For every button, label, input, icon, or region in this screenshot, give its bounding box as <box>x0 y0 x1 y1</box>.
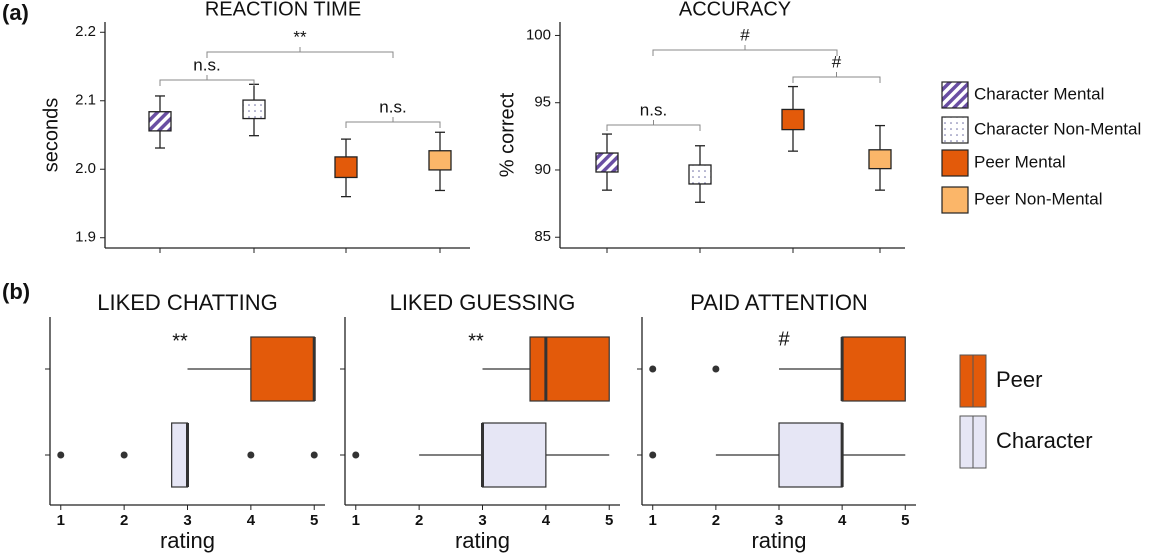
bracket <box>206 47 394 58</box>
chart-title: ACCURACY <box>679 0 791 20</box>
bracket <box>159 75 255 86</box>
panel-label: (a) <box>2 0 29 25</box>
y-tick-label: 2.0 <box>75 160 96 177</box>
annotation: # <box>832 52 842 71</box>
x-tick-label: 3 <box>478 512 486 529</box>
annotation: ** <box>172 330 188 352</box>
y-tick-label: 85 <box>534 228 551 245</box>
x-tick-label: 4 <box>247 512 256 529</box>
x-tick-label: 3 <box>183 512 191 529</box>
x-tick-label: 1 <box>352 512 360 529</box>
outlier <box>120 451 128 459</box>
y-tick-label: 2.2 <box>75 23 96 40</box>
chart-title: REACTION TIME <box>205 0 361 20</box>
x-tick-label: 1 <box>57 512 65 529</box>
x-axis-label: rating <box>751 528 806 553</box>
outlier <box>352 451 360 459</box>
bracket <box>652 45 838 56</box>
box <box>250 336 315 402</box>
chart-title: PAID ATTENTION <box>690 290 868 315</box>
x-tick-label: 2 <box>120 512 128 529</box>
legend-label: Character Non-Mental <box>974 119 1141 138</box>
box <box>171 422 189 488</box>
box <box>781 108 805 131</box>
x-tick-label: 5 <box>605 512 613 529</box>
box <box>841 336 906 402</box>
x-tick-label: 1 <box>649 512 657 529</box>
y-tick-label: 100 <box>526 26 551 43</box>
y-tick-label: 1.9 <box>75 229 96 246</box>
box <box>242 99 266 120</box>
y-tick-label: 90 <box>534 161 551 178</box>
annotation: n.s. <box>193 55 220 74</box>
legend-swatch <box>941 186 969 214</box>
y-axis-label: % correct <box>496 92 518 177</box>
x-tick-label: 5 <box>310 512 318 529</box>
annotation: n.s. <box>640 100 667 119</box>
x-tick-label: 4 <box>838 512 847 529</box>
box <box>778 422 843 488</box>
legend-label: Character <box>996 428 1093 453</box>
outlier <box>247 451 255 459</box>
x-axis-label: rating <box>455 528 510 553</box>
bracket <box>345 117 441 128</box>
y-tick-label: 95 <box>534 94 551 111</box>
outlier <box>310 451 318 459</box>
box <box>148 111 172 132</box>
legend-swatch <box>941 149 969 177</box>
outlier <box>57 451 65 459</box>
box <box>428 150 452 171</box>
x-tick-label: 4 <box>542 512 551 529</box>
chart-title: LIKED GUESSING <box>390 290 576 315</box>
panel-label: (b) <box>2 279 30 304</box>
x-tick-label: 5 <box>901 512 909 529</box>
legend-swatch <box>941 116 969 144</box>
x-tick-label: 3 <box>775 512 783 529</box>
annotation: ** <box>293 27 307 46</box>
legend-label: Peer <box>996 367 1042 392</box>
legend-label: Peer Mental <box>974 152 1066 171</box>
legend-label: Peer Non-Mental <box>974 189 1103 208</box>
legend-swatch <box>941 81 969 109</box>
y-axis-label: seconds <box>40 98 62 173</box>
x-tick-label: 2 <box>712 512 720 529</box>
box <box>595 152 619 173</box>
y-tick-label: 2.1 <box>75 92 96 109</box>
bracket <box>792 72 881 83</box>
annotation: # <box>740 25 750 44</box>
x-tick-label: 2 <box>415 512 423 529</box>
box <box>688 164 712 185</box>
chart-title: LIKED CHATTING <box>97 290 278 315</box>
outlier <box>649 451 657 459</box>
annotation: n.s. <box>379 97 406 116</box>
legend-label: Character Mental <box>974 84 1104 103</box>
annotation: ** <box>468 330 484 352</box>
box <box>868 149 892 170</box>
bracket <box>606 120 701 131</box>
box <box>481 422 547 488</box>
outlier <box>712 365 720 373</box>
x-axis-label: rating <box>160 528 215 553</box>
box <box>334 156 358 179</box>
annotation: # <box>778 328 790 350</box>
box <box>529 336 610 402</box>
outlier <box>649 365 657 373</box>
